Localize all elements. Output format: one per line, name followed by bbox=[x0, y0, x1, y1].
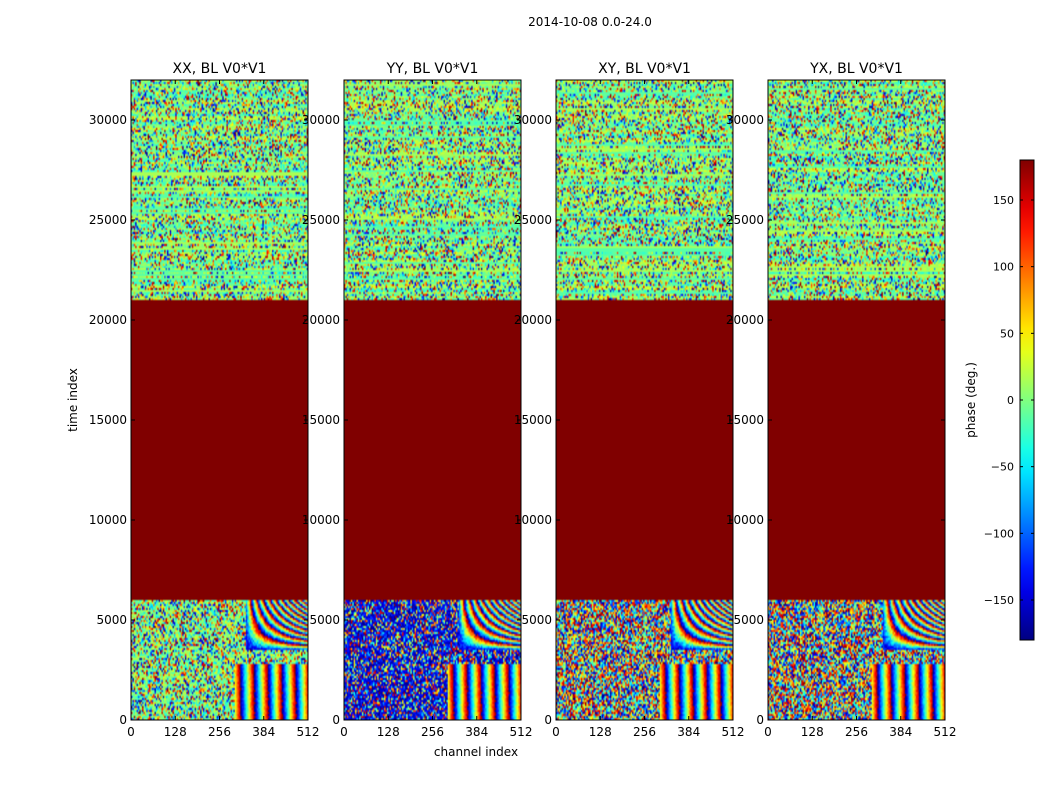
heatmap-panel: XX, BL V0*V1 0 128 256 384 512 0 5000 10000 15000… bbox=[89, 61, 320, 739]
x-tick-label: 256 bbox=[845, 725, 868, 739]
colorbar-tick-label: 50 bbox=[1000, 327, 1014, 340]
x-tick-label: 384 bbox=[252, 725, 275, 739]
y-tick-label: 10000 bbox=[302, 513, 340, 527]
x-tick-label: 384 bbox=[889, 725, 912, 739]
y-tick-label: 15000 bbox=[514, 413, 552, 427]
heatmap-image bbox=[344, 80, 521, 720]
x-tick-label: 0 bbox=[552, 725, 560, 739]
figure-suptitle: 2014-10-08 0.0-24.0 bbox=[528, 15, 652, 29]
x-tick-label: 256 bbox=[633, 725, 656, 739]
y-tick-label: 20000 bbox=[302, 313, 340, 327]
y-tick-label: 0 bbox=[544, 713, 552, 727]
x-axis-label: channel index bbox=[434, 745, 518, 759]
colorbar-tick-label: 100 bbox=[993, 261, 1014, 274]
y-tick-label: 5000 bbox=[309, 613, 340, 627]
panel-title: XY, BL V0*V1 bbox=[598, 61, 691, 77]
x-tick-label: 128 bbox=[801, 725, 824, 739]
colorbar-tick-label: 0 bbox=[1007, 394, 1014, 407]
x-tick-label: 256 bbox=[421, 725, 444, 739]
colorbar-tick-label: −50 bbox=[991, 461, 1014, 474]
y-axis-label: time index bbox=[66, 368, 80, 432]
y-tick-label: 5000 bbox=[96, 613, 127, 627]
heatmap-panel: XY, BL V0*V1 0 128 256 384 512 0 5000 10000 15000… bbox=[514, 61, 745, 739]
x-tick-label: 512 bbox=[297, 725, 320, 739]
colorbar-label: phase (deg.) bbox=[964, 362, 978, 438]
y-tick-label: 25000 bbox=[514, 213, 552, 227]
y-tick-label: 5000 bbox=[521, 613, 552, 627]
y-tick-label: 30000 bbox=[514, 113, 552, 127]
y-tick-label: 25000 bbox=[726, 213, 764, 227]
y-tick-label: 15000 bbox=[89, 413, 127, 427]
y-tick-label: 20000 bbox=[89, 313, 127, 327]
y-tick-label: 0 bbox=[756, 713, 764, 727]
y-tick-label: 15000 bbox=[302, 413, 340, 427]
y-tick-label: 0 bbox=[332, 713, 340, 727]
heatmap-image bbox=[768, 80, 945, 720]
x-tick-label: 512 bbox=[934, 725, 957, 739]
y-tick-label: 0 bbox=[119, 713, 127, 727]
panel-title: YX, BL V0*V1 bbox=[809, 61, 903, 77]
x-tick-label: 0 bbox=[340, 725, 348, 739]
heatmap-panel: YX, BL V0*V1 0 128 256 384 512 0 5000 10000 15000… bbox=[726, 61, 957, 739]
x-tick-label: 512 bbox=[510, 725, 533, 739]
y-tick-label: 10000 bbox=[514, 513, 552, 527]
x-tick-label: 384 bbox=[465, 725, 488, 739]
x-tick-label: 128 bbox=[164, 725, 187, 739]
heatmap-panels: XX, BL V0*V1 0 128 256 384 512 0 5000 10000 15000… bbox=[89, 61, 957, 739]
y-tick-label: 20000 bbox=[514, 313, 552, 327]
x-tick-label: 128 bbox=[589, 725, 612, 739]
colorbar: phase (deg.) 150 100 50 0 −50 −100 −150 bbox=[964, 159, 1035, 641]
y-tick-label: 5000 bbox=[733, 613, 764, 627]
x-tick-label: 0 bbox=[764, 725, 772, 739]
colorbar-tick-label: 150 bbox=[993, 194, 1014, 207]
panel-title: YY, BL V0*V1 bbox=[386, 61, 479, 77]
y-tick-label: 30000 bbox=[726, 113, 764, 127]
colorbar-tick-label: −150 bbox=[984, 594, 1014, 607]
colorbar-tick-label: −100 bbox=[984, 527, 1014, 540]
panel-title: XX, BL V0*V1 bbox=[173, 61, 267, 77]
y-tick-label: 25000 bbox=[302, 213, 340, 227]
y-tick-label: 30000 bbox=[89, 113, 127, 127]
x-tick-label: 256 bbox=[208, 725, 231, 739]
x-tick-label: 128 bbox=[377, 725, 400, 739]
y-tick-label: 10000 bbox=[89, 513, 127, 527]
heatmap-image bbox=[131, 80, 308, 720]
y-tick-label: 20000 bbox=[726, 313, 764, 327]
x-tick-label: 384 bbox=[677, 725, 700, 739]
y-tick-label: 15000 bbox=[726, 413, 764, 427]
x-tick-label: 0 bbox=[127, 725, 135, 739]
heatmap-image bbox=[556, 80, 733, 720]
y-tick-label: 25000 bbox=[89, 213, 127, 227]
heatmap-panel: YY, BL V0*V1 0 128 256 384 512 0 5000 10000 15000… bbox=[302, 61, 533, 739]
y-tick-label: 30000 bbox=[302, 113, 340, 127]
x-tick-label: 512 bbox=[722, 725, 745, 739]
y-tick-label: 10000 bbox=[726, 513, 764, 527]
